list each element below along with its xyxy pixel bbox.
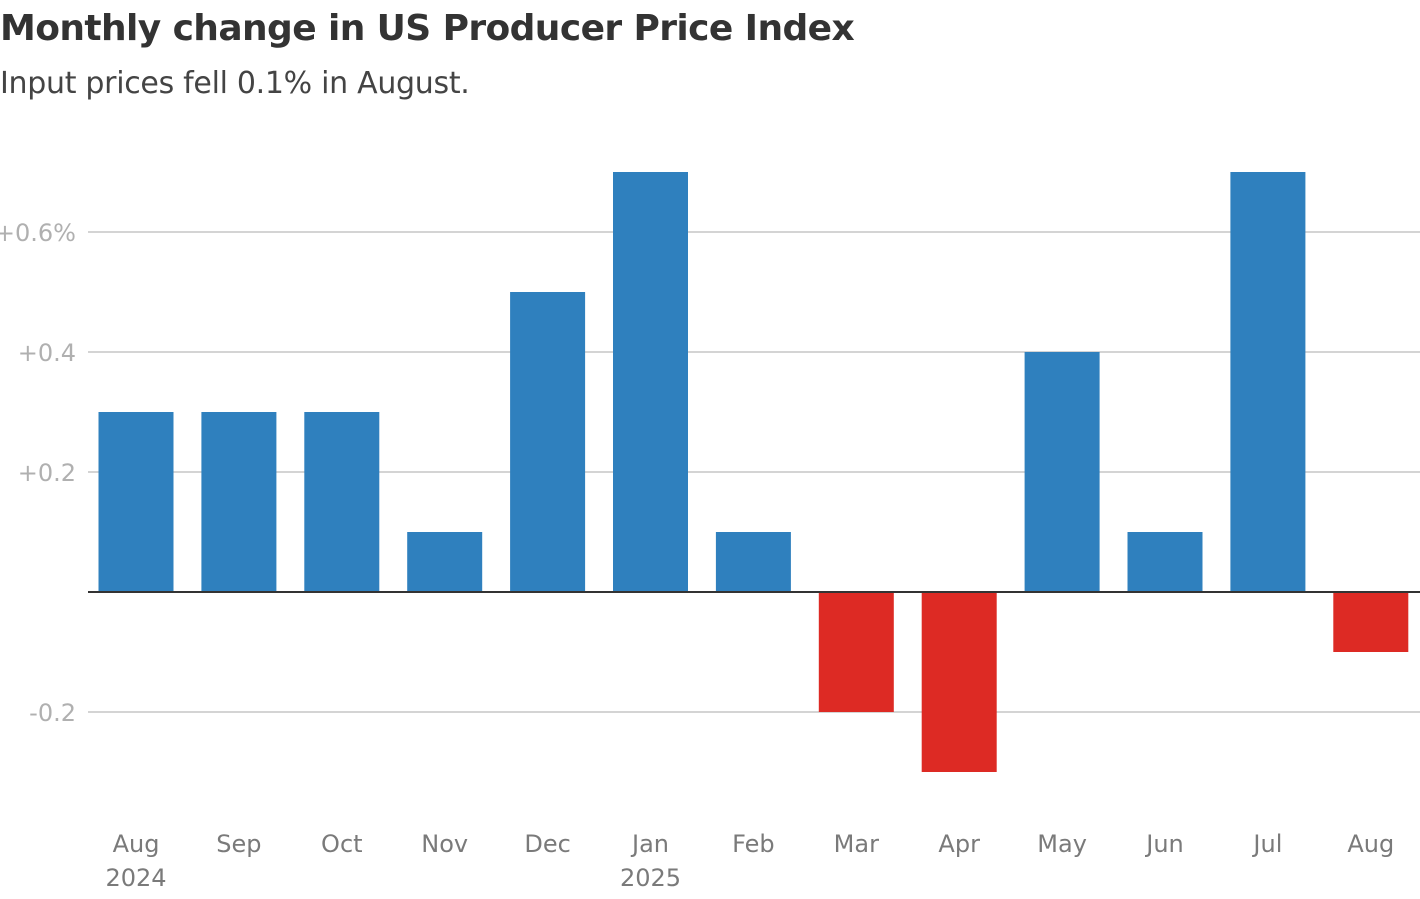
x-tick-label: May — [1037, 830, 1087, 858]
bar — [304, 412, 380, 592]
bar — [921, 592, 997, 772]
bar — [407, 532, 483, 592]
x-tick-label: Sep — [216, 830, 261, 858]
x-tick-label: Feb — [732, 830, 775, 858]
gridlines — [88, 231, 1420, 713]
x-tick-label: Aug — [1347, 830, 1394, 858]
x-tick-label: Apr — [938, 830, 980, 858]
bars — [98, 172, 1409, 772]
x-tick-label: Jul — [1251, 830, 1282, 858]
y-tick-label: -0.2 — [29, 699, 76, 727]
x-tick-label: Nov — [421, 830, 468, 858]
bar — [1333, 592, 1409, 652]
x-tick-label: Mar — [834, 830, 879, 858]
bar — [510, 292, 586, 592]
y-tick-label: +0.6% — [0, 219, 76, 247]
chart-title: Monthly change in US Producer Price Inde… — [0, 8, 855, 49]
x-tick-label: Oct — [321, 830, 363, 858]
bar — [613, 172, 688, 592]
x-year-label: 2024 — [105, 864, 166, 892]
bar — [98, 412, 174, 592]
bar — [818, 592, 894, 712]
x-tick-label: Dec — [524, 830, 570, 858]
axis-labels: +0.6% +0.4 +0.2 -0.2 Aug 2024 Sep Oct Nov Dec Jan 2… — [0, 219, 1394, 892]
bar — [1024, 352, 1100, 592]
bar — [715, 532, 791, 592]
chart-subtitle: Input prices fell 0.1% in August. — [0, 66, 470, 101]
bar — [1230, 172, 1306, 592]
x-tick-label: Aug — [113, 830, 160, 858]
bar — [201, 412, 277, 592]
x-tick-label: Jan — [630, 830, 669, 858]
x-year-label: 2025 — [620, 864, 681, 892]
y-tick-label: +0.4 — [18, 339, 76, 367]
bar — [1127, 532, 1203, 592]
y-tick-label: +0.2 — [18, 459, 76, 487]
x-tick-label: Jun — [1144, 830, 1184, 858]
